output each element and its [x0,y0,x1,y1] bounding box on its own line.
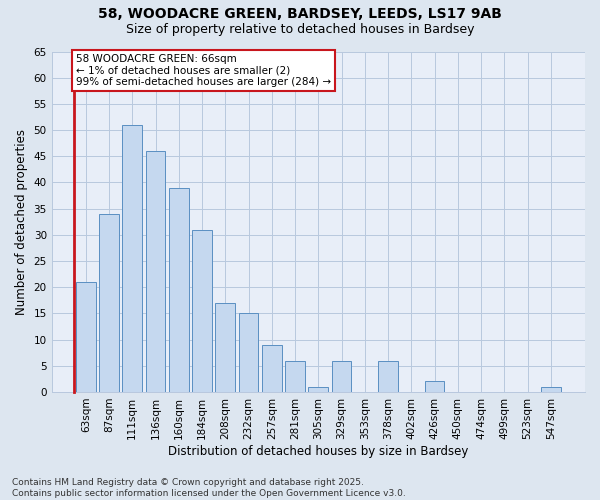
Bar [378,360,398,392]
Text: 58 WOODACRE GREEN: 66sqm
← 1% of detached houses are smaller (2)
99% of semi-det: 58 WOODACRE GREEN: 66sqm ← 1% of detache… [76,54,331,88]
Bar [122,125,142,392]
Text: 58, WOODACRE GREEN, BARDSEY, LEEDS, LS17 9AB: 58, WOODACRE GREEN, BARDSEY, LEEDS, LS17… [98,8,502,22]
Bar [192,230,212,392]
Bar [541,386,561,392]
Bar [99,214,119,392]
Bar [169,188,188,392]
Bar [425,382,445,392]
Bar [215,303,235,392]
Bar [146,151,166,392]
Bar [239,314,259,392]
Bar [332,360,352,392]
Bar [262,345,282,392]
Text: Size of property relative to detached houses in Bardsey: Size of property relative to detached ho… [126,22,474,36]
Bar [76,282,95,392]
Y-axis label: Number of detached properties: Number of detached properties [15,128,28,314]
Bar [308,386,328,392]
Bar [285,360,305,392]
X-axis label: Distribution of detached houses by size in Bardsey: Distribution of detached houses by size … [168,444,469,458]
Text: Contains HM Land Registry data © Crown copyright and database right 2025.
Contai: Contains HM Land Registry data © Crown c… [12,478,406,498]
